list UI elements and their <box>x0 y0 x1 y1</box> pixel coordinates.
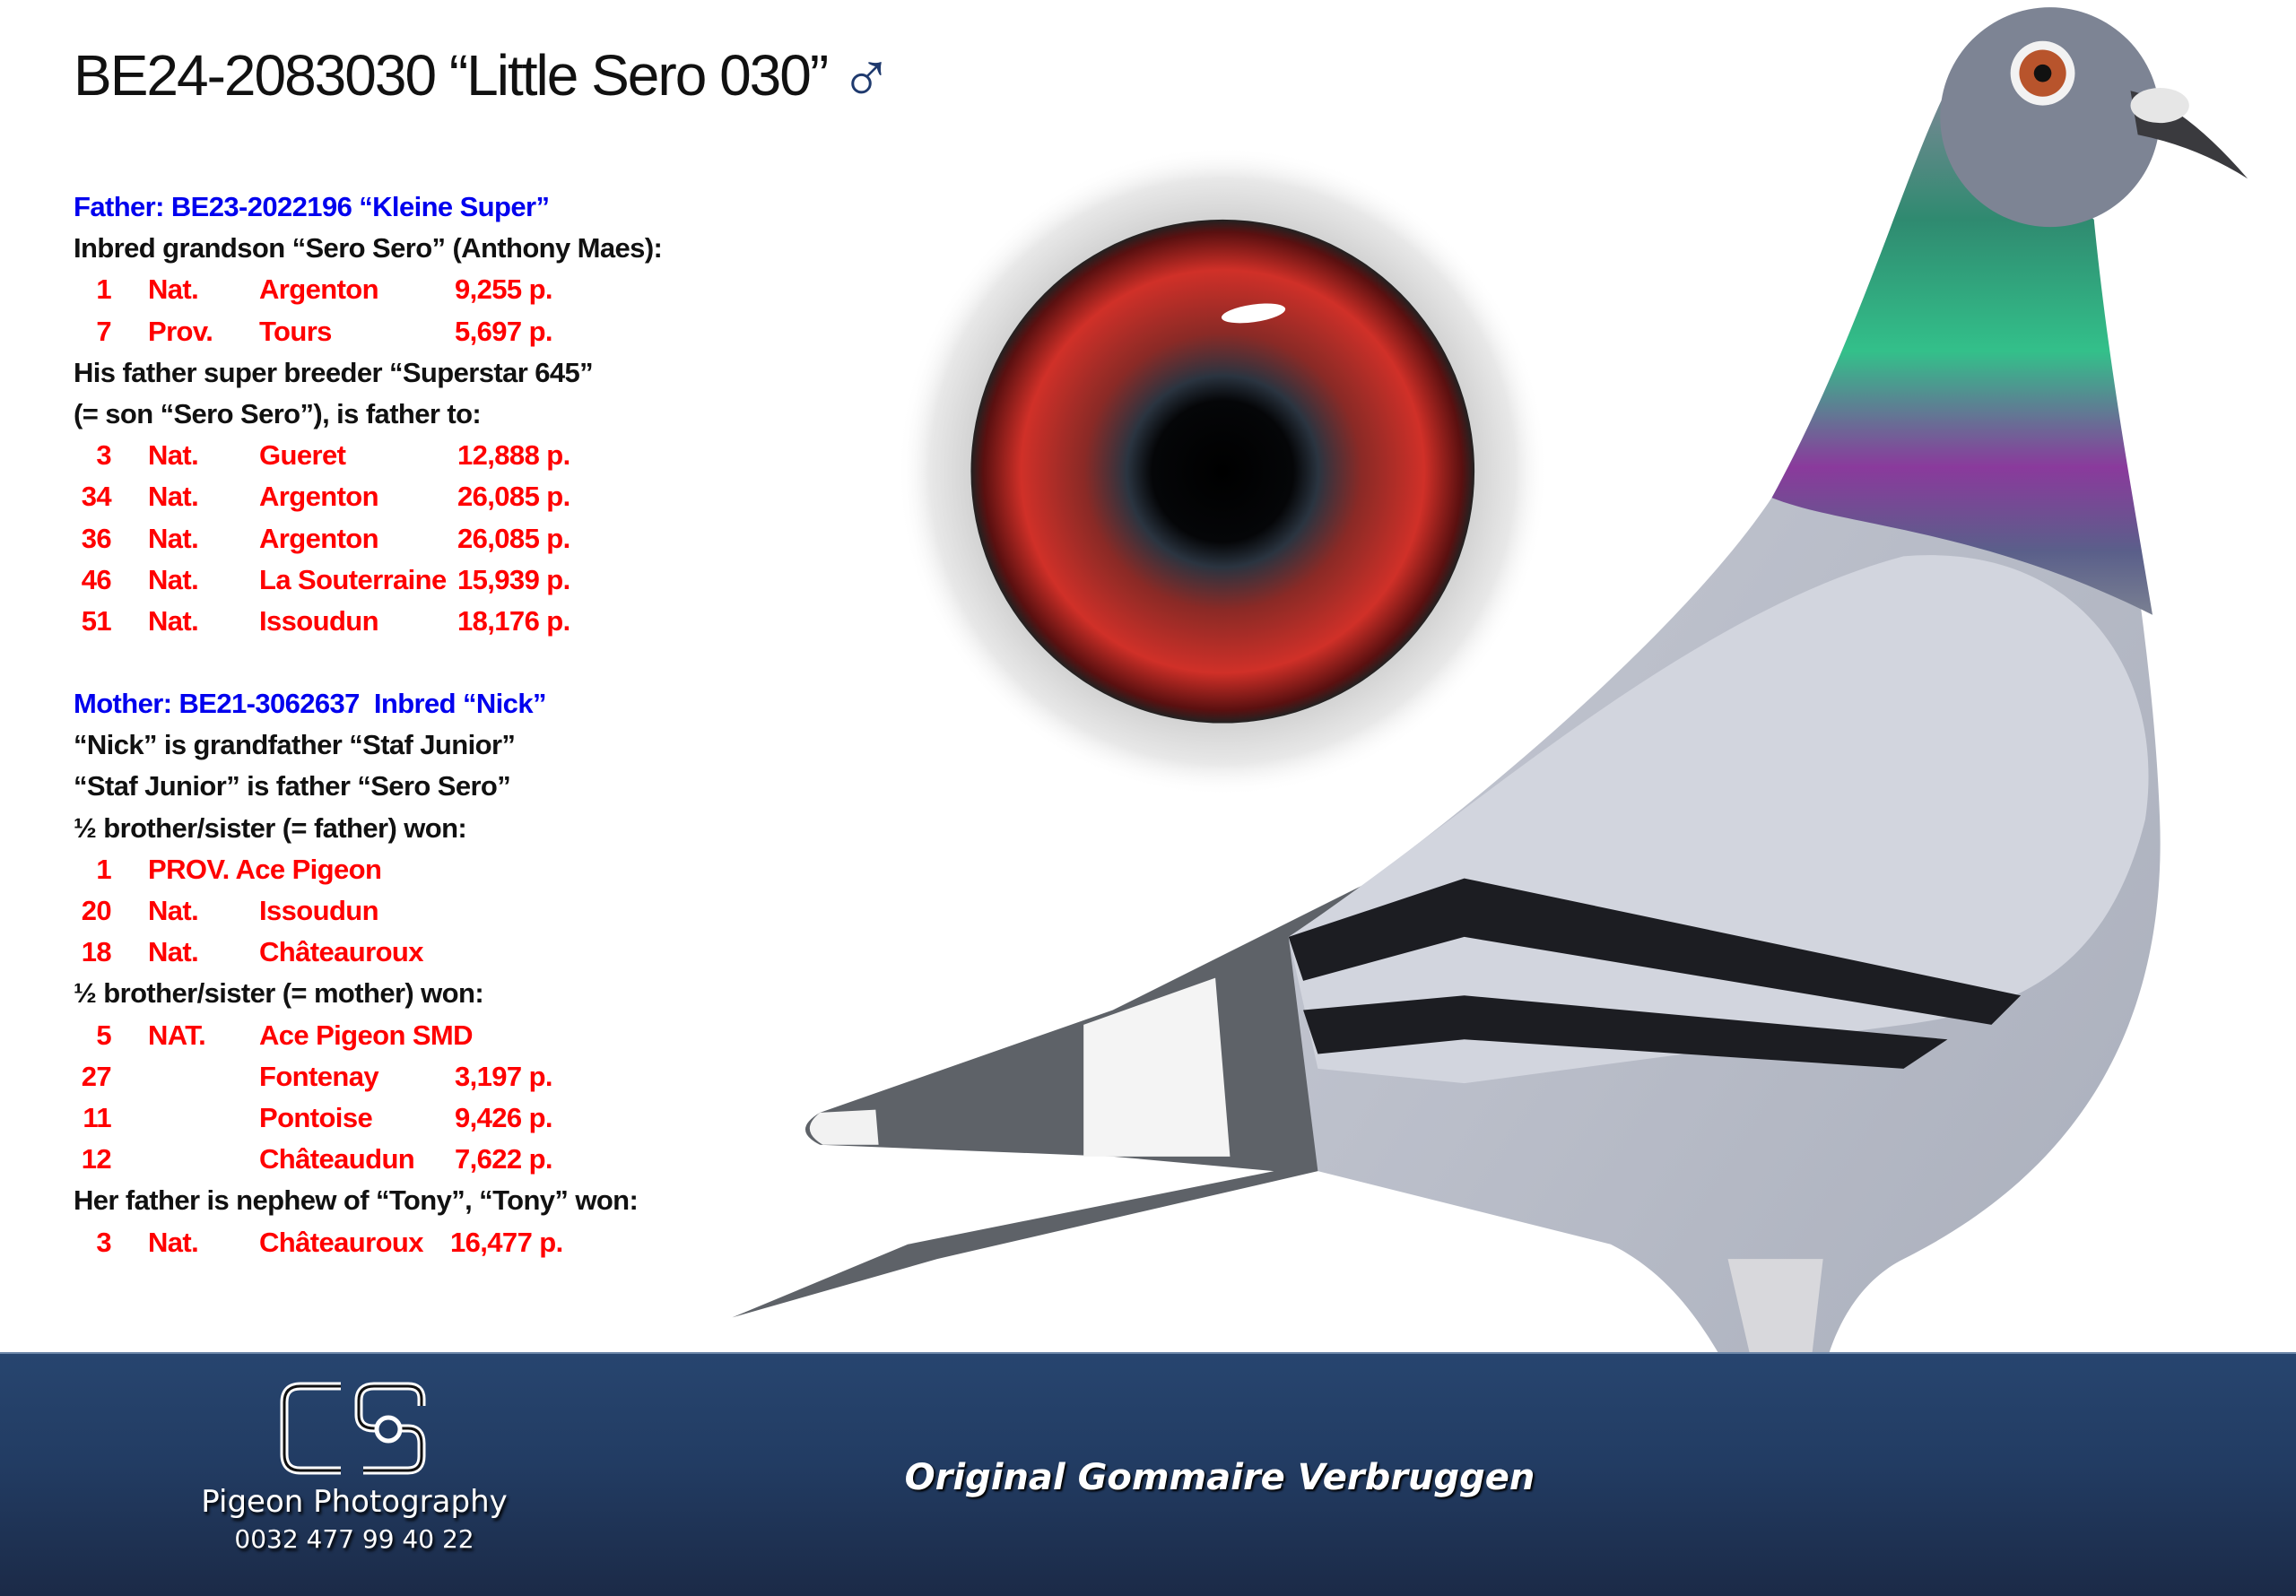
result-row: 5 NAT. Ace Pigeon SMD <box>96 1019 473 1051</box>
male-symbol-icon: ♂ <box>839 35 893 115</box>
result-row: 3 Nat. Châteauroux 16,477 p. <box>96 1226 563 1258</box>
result-row: 46 Nat. La Souterraine 15,939 p. <box>81 563 570 595</box>
result-row: 18 Nat. Châteauroux <box>81 936 424 968</box>
result-row: 20 Nat. Issoudun <box>81 895 379 926</box>
mother-line: ½ brother/sister (= mother) won: <box>74 977 484 1010</box>
father-line: (= son “Sero Sero”), is father to: <box>74 397 482 429</box>
pedigree-info: Father: BE23-2022196 “Kleine Super” Inbr… <box>74 186 719 1263</box>
brand-name: Pigeon Photography <box>201 1484 508 1520</box>
pigeon-ring-name: BE24-2083030 “Little Sero 030” <box>74 43 829 108</box>
result-row: 11 Pontoise 9,426 p. <box>83 1101 552 1133</box>
page-title: BE24-2083030 “Little Sero 030” ♂ <box>74 35 893 115</box>
result-row: 1 PROV. Ace Pigeon <box>96 853 382 885</box>
cs-logo-icon <box>280 1382 426 1475</box>
mother-line: ½ brother/sister (= father) won: <box>74 811 467 844</box>
result-row: 34 Nat. Argenton 26,085 p. <box>81 481 570 513</box>
pigeon-photo <box>732 7 2248 1552</box>
mother-line: “Nick” is grandfather “Staf Junior” <box>74 729 516 761</box>
father-line: His father super breeder “Superstar 645” <box>74 356 594 388</box>
brand-phone: 0032 477 99 40 22 <box>234 1524 474 1554</box>
father-heading: Father: BE23-2022196 “Kleine Super” <box>74 191 550 222</box>
mother-heading: Mother: BE21-3062637 Inbred “Nick” <box>74 688 546 720</box>
result-row: 3 Nat. Gueret 12,888 p. <box>96 439 570 472</box>
result-row: 7 Prov. Tours 5,697 p. <box>96 315 552 347</box>
breeder-credit: Original Gommaire Verbruggen <box>904 1457 1535 1498</box>
eye-closeup <box>897 146 1548 797</box>
mother-line: “Staf Junior” is father “Sero Sero” <box>74 770 511 802</box>
result-row: 1 Nat. Argenton 9,255 p. <box>96 273 552 306</box>
result-row: 36 Nat. Argenton 26,085 p. <box>81 522 570 554</box>
mother-line: Her father is nephew of “Tony”, “Tony” w… <box>74 1184 639 1217</box>
result-row: 12 Châteaudun 7,622 p. <box>81 1143 553 1175</box>
result-row: 51 Nat. Issoudun 18,176 p. <box>81 604 570 637</box>
result-row: 27 Fontenay 3,197 p. <box>81 1060 553 1092</box>
father-line: Inbred grandson “Sero Sero” (Anthony Mae… <box>74 232 663 265</box>
